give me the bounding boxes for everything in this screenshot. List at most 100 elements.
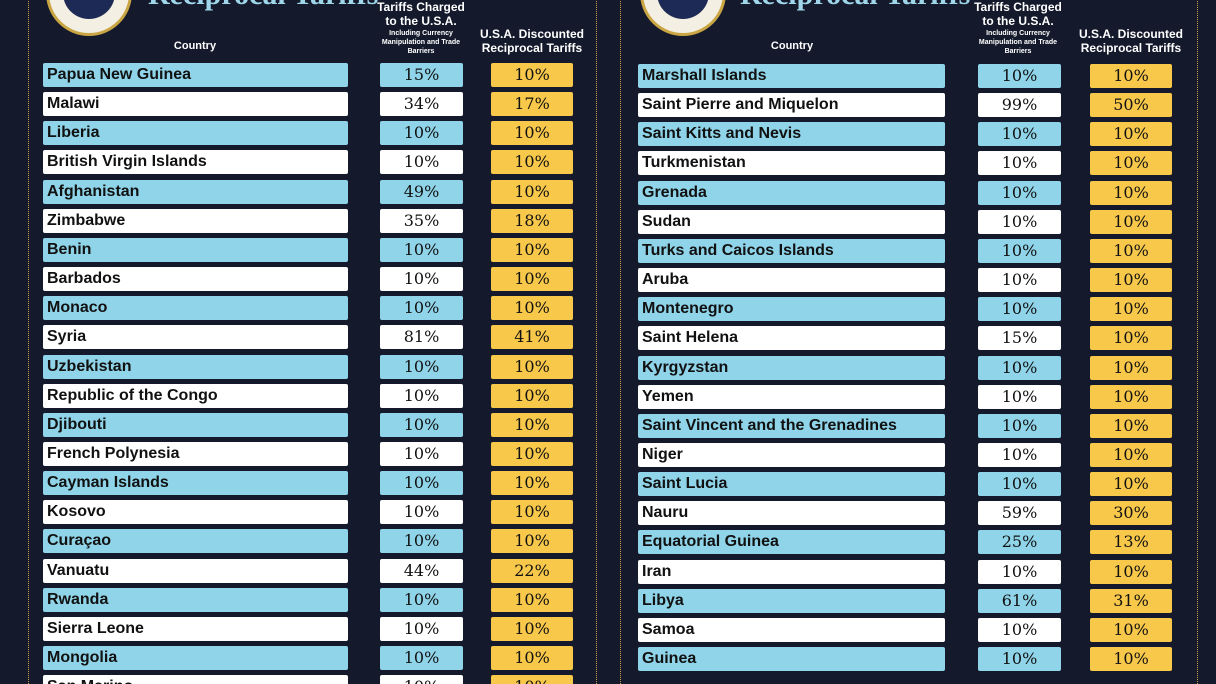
country-cell: Kosovo [43,500,348,525]
reciprocal-tariff-cell: 10% [1090,384,1172,409]
charged-tariff-cell: 34% [380,92,463,117]
reciprocal-tariff-cell: 17% [491,92,573,117]
reciprocal-tariff-cell: 10% [1090,442,1172,467]
charged-tariff-cell: 10% [380,150,463,175]
country-cell: Samoa [638,617,945,642]
country-cell: Turks and Caicos Islands [638,238,945,263]
reciprocal-tariff-cell: 50% [1090,93,1172,118]
charged-tariff-cell: 10% [380,471,463,496]
charged-tariff-cell: 10% [380,441,463,466]
charged-tariff-cell: 10% [380,646,463,670]
reciprocal-header: U.S.A. Discounted Reciprocal Tariffs [479,27,584,55]
reciprocal-tariff-cell: 10% [491,354,573,379]
country-cell: Sierra Leone [43,616,348,641]
reciprocal-tariff-cell: 10% [491,441,573,466]
charged-tariff-cell: 25% [978,530,1061,555]
charged-tariff-cell: 10% [380,587,463,612]
charged-tariff-cell: 10% [978,122,1061,147]
country-cell: Barbados [43,267,348,292]
country-cell: Nauru [638,501,945,526]
charged-tariff-cell: 10% [978,238,1061,263]
country-header: Country [770,40,814,52]
country-cell: Yemen [638,384,945,409]
country-cell: Saint Helena [638,326,945,351]
country-cell: Monaco [43,296,348,321]
charged-tariff-cell: 10% [978,297,1061,322]
country-cell: Sudan [638,209,945,234]
reciprocal-tariff-cell: 10% [491,616,573,641]
charged-tariff-cell: 10% [380,383,463,408]
country-cell: Zimbabwe [43,208,348,233]
country-cell: French Polynesia [43,441,348,466]
charged-tariff-cell: 10% [380,354,463,379]
reciprocal-tariff-cell: 10% [491,237,573,262]
country-cell: British Virgin Islands [43,150,348,175]
panel-title: Reciprocal Tariffs [740,0,970,12]
country-cell: Kyrgyzstan [638,355,945,380]
country-cell: Uzbekistan [43,354,348,379]
charged-tariff-cell: 15% [380,63,463,87]
reciprocal-tariff-cell: 10% [1090,268,1172,293]
charged-tariff-cell: 10% [978,647,1061,671]
country-cell: Niger [638,442,945,467]
country-cell: Guinea [638,647,945,671]
reciprocal-tariff-cell: 10% [1090,559,1172,584]
charged-tariff-cell: 15% [978,326,1061,351]
country-cell: Papua New Guinea [43,63,348,87]
charged-tariff-cell: 10% [978,64,1061,88]
reciprocal-tariff-cell: 10% [1090,617,1172,642]
reciprocal-tariff-cell: 10% [1090,209,1172,234]
reciprocal-tariff-cell: 10% [1090,472,1172,497]
charged-tariff-cell: 10% [380,529,463,554]
charged-tariff-cell: 10% [978,559,1061,584]
charged-tariff-cell: 10% [978,209,1061,234]
charged-tariff-cell: 10% [978,268,1061,293]
charged-tariff-cell: 10% [380,237,463,262]
panel-border [620,0,1198,684]
charged-tariff-cell: 10% [978,442,1061,467]
reciprocal-tariff-cell: 10% [491,383,573,408]
reciprocal-tariff-cell: 10% [1090,326,1172,351]
country-cell: Rwanda [43,587,348,612]
charged-tariff-cell: 10% [978,384,1061,409]
charged-tariff-cell: 10% [978,617,1061,642]
reciprocal-header: U.S.A. Discounted Reciprocal Tariffs [1078,27,1183,55]
reciprocal-tariff-cell: 10% [491,179,573,204]
country-cell: Malawi [43,92,348,117]
panel-border [28,0,597,684]
reciprocal-tariff-cell: 10% [1090,647,1172,671]
charged-tariff-cell: 81% [380,325,463,350]
reciprocal-tariff-cell: 41% [491,325,573,350]
reciprocal-tariff-cell: 10% [491,587,573,612]
reciprocal-tariff-cell: 10% [1090,151,1172,176]
reciprocal-tariff-cell: 10% [491,267,573,292]
country-cell: Saint Vincent and the Grenadines [638,413,945,438]
charged-tariff-cell: 10% [380,296,463,321]
country-cell: Syria [43,325,348,350]
reciprocal-tariff-cell: 10% [491,500,573,525]
country-cell: Iran [638,559,945,584]
country-cell: Cayman Islands [43,471,348,496]
charged-tariff-cell: 59% [978,501,1061,526]
country-cell: Djibouti [43,412,348,437]
charged-tariff-cell: 10% [380,500,463,525]
charged-tariff-cell: 10% [978,413,1061,438]
charged-tariff-cell: 10% [978,472,1061,497]
country-cell: Grenada [638,180,945,205]
reciprocal-tariff-cell: 18% [491,208,573,233]
country-cell: Republic of the Congo [43,383,348,408]
country-cell: Libya [638,588,945,613]
charged-note: Including Currency Manipulation and Trad… [978,30,1058,55]
reciprocal-tariff-cell: 10% [491,646,573,670]
reciprocal-tariff-cell: 13% [1090,530,1172,555]
reciprocal-tariff-cell: 10% [491,471,573,496]
reciprocal-tariff-cell: 22% [491,558,573,583]
charged-tariff-cell: 49% [380,179,463,204]
reciprocal-tariff-cell: 10% [1090,180,1172,205]
country-header: Country [173,40,217,52]
country-cell: Afghanistan [43,179,348,204]
charged-tariff-cell: 35% [380,208,463,233]
reciprocal-tariff-cell: 10% [1090,238,1172,263]
country-cell: Saint Pierre and Miquelon [638,93,945,118]
reciprocal-tariff-cell: 10% [491,412,573,437]
